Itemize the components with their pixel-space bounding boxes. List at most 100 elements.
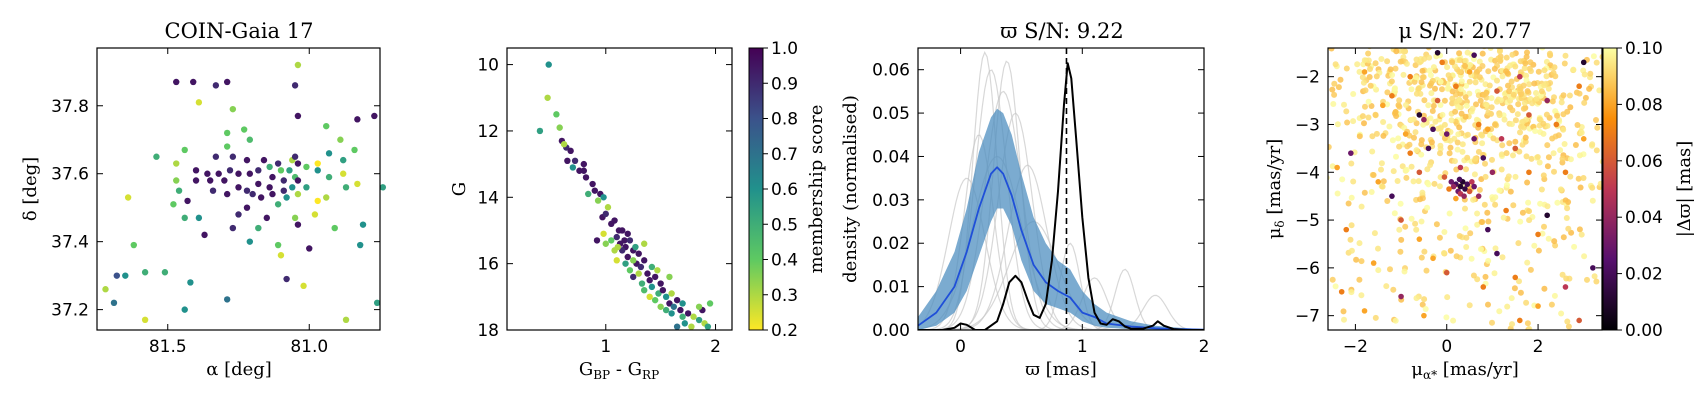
- background-star: [1485, 109, 1492, 116]
- star-point: [274, 160, 282, 167]
- background-star: [1469, 105, 1476, 112]
- background-star: [1523, 53, 1530, 60]
- background-star: [1464, 154, 1471, 161]
- background-star: [1378, 56, 1385, 62]
- background-star: [1464, 49, 1471, 56]
- background-star: [1479, 50, 1486, 57]
- background-star: [1361, 120, 1367, 127]
- cmd-point: [613, 233, 620, 241]
- star-point: [294, 160, 302, 167]
- background-star: [1463, 166, 1469, 173]
- background-star: [1367, 66, 1373, 72]
- background-star: [1400, 71, 1407, 78]
- pm-point: [1517, 73, 1523, 80]
- background-star: [1473, 101, 1479, 108]
- background-star: [1454, 146, 1461, 153]
- star-point: [187, 279, 194, 286]
- panel2-points: [536, 61, 714, 330]
- background-star: [1343, 65, 1350, 72]
- panel4-xlabel: μα* [mas/yr]: [1411, 359, 1518, 382]
- background-star: [1501, 116, 1508, 123]
- background-star: [1560, 111, 1567, 118]
- background-star: [1426, 54, 1433, 61]
- background-star: [1348, 222, 1355, 229]
- cmd-point: [571, 157, 579, 164]
- background-star: [1427, 82, 1433, 89]
- background-star: [1348, 160, 1355, 167]
- star-point: [255, 180, 262, 188]
- cmd-point: [635, 250, 642, 257]
- background-star: [1452, 108, 1459, 115]
- pm-point: [1416, 112, 1423, 118]
- background-star: [1527, 266, 1534, 273]
- background-star: [1589, 184, 1596, 191]
- background-star: [1456, 233, 1463, 239]
- y-tick-label: −3: [1295, 115, 1320, 135]
- star-point: [300, 282, 307, 290]
- background-star: [1384, 58, 1391, 65]
- pm-point: [1430, 126, 1436, 133]
- background-star: [1541, 223, 1547, 230]
- panel3-xlabel: ϖ [mas]: [1025, 359, 1096, 380]
- y-tick-label: −2: [1295, 68, 1320, 88]
- background-star: [1396, 226, 1403, 233]
- background-star: [1453, 253, 1460, 260]
- background-star: [1448, 117, 1455, 124]
- background-star: [1254, 106, 1260, 112]
- background-star: [1359, 74, 1366, 81]
- star-point: [223, 190, 231, 198]
- cmd-point: [657, 280, 664, 287]
- y-tick-label: −4: [1295, 163, 1320, 183]
- background-star: [1418, 218, 1425, 225]
- bootstrap-curve: [918, 277, 1204, 330]
- cmd-point: [591, 187, 599, 194]
- background-star: [1369, 133, 1376, 140]
- background-star: [1464, 131, 1471, 138]
- cmd-point: [673, 323, 681, 330]
- background-star: [1354, 61, 1361, 68]
- background-star: [1418, 151, 1425, 158]
- background-star: [1524, 320, 1531, 327]
- background-star: [1436, 183, 1443, 190]
- background-star: [1498, 151, 1505, 158]
- pm-point: [1425, 145, 1432, 152]
- background-star: [1413, 74, 1419, 81]
- background-star: [1506, 88, 1513, 95]
- background-star: [1437, 78, 1444, 85]
- background-star: [1623, 131, 1629, 137]
- star-point: [221, 177, 228, 184]
- colorbar-tick-label: 0.2: [771, 321, 798, 341]
- background-star: [1490, 135, 1497, 142]
- background-star: [1396, 143, 1403, 150]
- pm-point: [1457, 183, 1464, 190]
- background-star: [1623, 77, 1629, 83]
- cmd-point: [600, 194, 607, 201]
- star-point: [356, 241, 364, 249]
- background-star: [1624, 89, 1630, 95]
- background-star: [1399, 163, 1406, 170]
- cmd-point: [556, 124, 563, 131]
- background-star: [1379, 183, 1386, 190]
- background-star: [1492, 194, 1499, 201]
- pm-point: [1380, 102, 1386, 109]
- cmd-point: [611, 217, 618, 224]
- background-star: [1584, 276, 1590, 283]
- background-star: [1368, 103, 1375, 109]
- star-point: [235, 211, 242, 218]
- background-star: [1350, 118, 1357, 125]
- panel1-frame: [96, 47, 381, 331]
- background-star: [1411, 78, 1418, 85]
- cmd-point: [580, 167, 588, 174]
- background-star: [1549, 98, 1556, 105]
- y-tick-label: 10: [477, 56, 499, 76]
- pm-point: [1389, 193, 1395, 199]
- background-star: [1365, 50, 1372, 57]
- pm-point: [1434, 49, 1441, 56]
- star-point: [204, 170, 211, 177]
- parallax-diff-colorbar: [1602, 47, 1618, 331]
- colorbar2-ticks: 0.00 0.02 0.04 0.06 0.08 0.10: [1617, 39, 1663, 341]
- background-star: [1415, 178, 1422, 185]
- background-star: [1350, 178, 1357, 185]
- star-point: [229, 153, 237, 160]
- background-star: [1380, 178, 1387, 185]
